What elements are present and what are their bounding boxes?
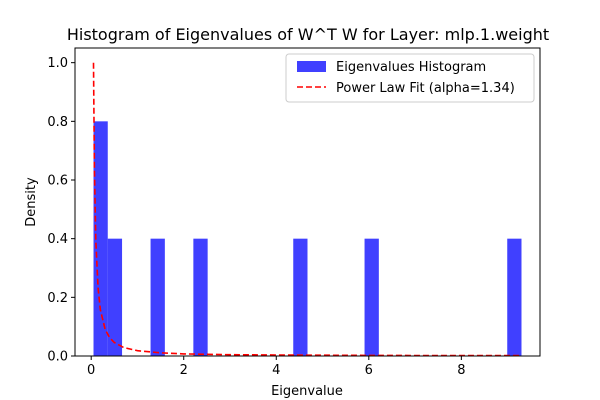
legend: Eigenvalues Histogram Power Law Fit (alp… <box>285 53 535 103</box>
x-tick-label: 6 <box>365 363 373 378</box>
histogram-bar <box>150 238 165 356</box>
histogram-bar <box>293 238 308 356</box>
y-axis-ticks: 0.0 0.2 0.4 0.6 0.8 1.0 <box>47 56 75 365</box>
x-tick-label: 8 <box>457 363 465 378</box>
x-axis-label: Eigenvalue <box>271 384 343 399</box>
x-tick-label: 0 <box>87 363 95 378</box>
chart-title: Histogram of Eigenvalues of W^T W for La… <box>67 25 549 44</box>
legend-box <box>285 53 535 103</box>
legend-label-histogram: Eigenvalues Histogram <box>336 60 486 75</box>
histogram-bar <box>193 238 208 356</box>
histogram-bars <box>93 121 522 356</box>
histogram-bar <box>93 121 108 356</box>
legend-label-power-law: Power Law Fit (alpha=1.34) <box>336 81 515 96</box>
power-law-line-layer <box>92 62 522 357</box>
y-tick-label: 0.6 <box>47 174 68 189</box>
y-tick-label: 1.0 <box>47 56 68 71</box>
y-tick-label: 0.2 <box>47 291 68 306</box>
histogram-bar <box>507 238 522 356</box>
y-axis-label: Density <box>24 177 39 227</box>
plot-area-frame <box>74 47 541 357</box>
legend-swatch-histogram <box>297 61 326 72</box>
histogram-bar <box>364 238 379 356</box>
y-tick-label: 0.4 <box>47 232 68 247</box>
x-axis-ticks: 0 2 4 6 8 <box>87 356 465 378</box>
y-tick-label: 0.8 <box>47 115 68 130</box>
histogram-bar <box>107 238 123 356</box>
power-law-fit-line <box>92 62 522 357</box>
y-tick-label: 0.0 <box>47 350 68 365</box>
x-tick-label: 2 <box>180 363 188 378</box>
x-tick-label: 4 <box>272 363 280 378</box>
